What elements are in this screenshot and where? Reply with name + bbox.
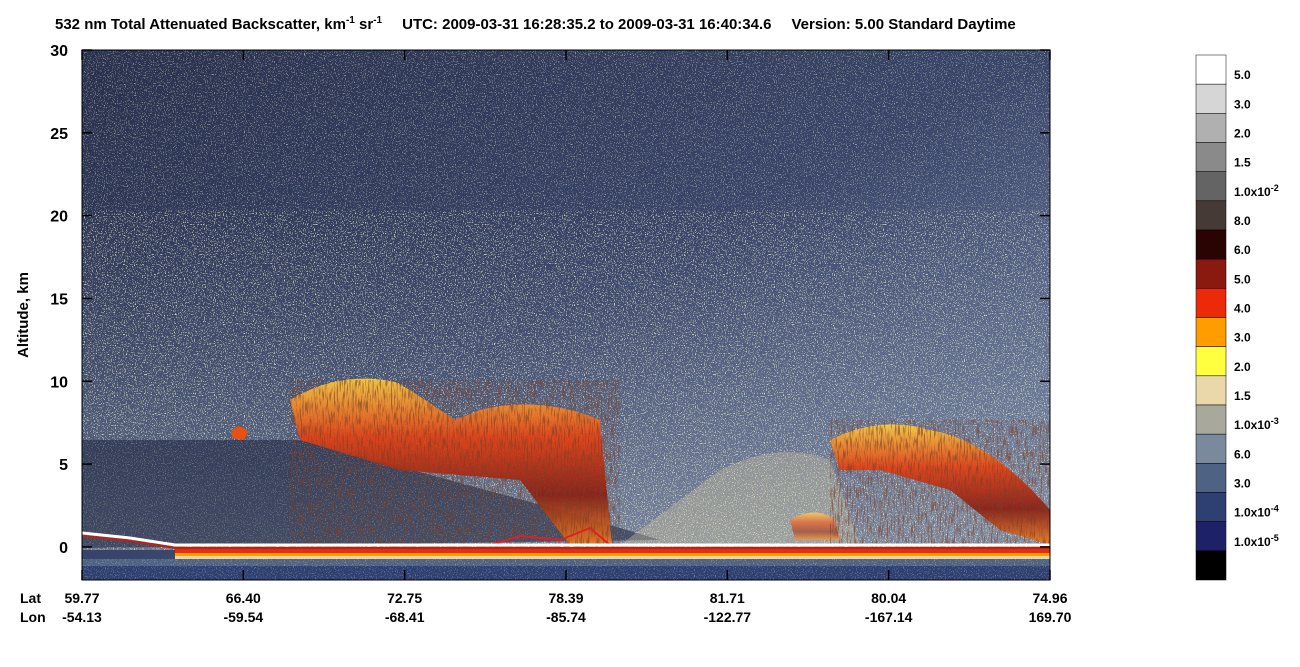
lon-label: -59.54 — [223, 609, 263, 625]
colorbar-swatch — [1195, 171, 1227, 202]
colorbar-label-exponent: -5 — [1271, 533, 1279, 543]
colorbar-label: 1.5 — [1234, 389, 1251, 403]
lat-label: 74.96 — [1032, 590, 1067, 606]
y-axis-label: Altitude, km — [15, 272, 32, 358]
colorbar-swatch — [1195, 83, 1227, 114]
y-tick-label: 5 — [59, 457, 68, 474]
colorbar-swatch — [1195, 200, 1227, 231]
y-tick-label: 25 — [50, 126, 68, 143]
lon-row-label: Lon — [20, 609, 46, 625]
colorbar-swatch — [1195, 113, 1227, 143]
colorbar-swatch — [1195, 317, 1227, 347]
colorbar-label: 4.0 — [1234, 302, 1251, 316]
colorbar-label: 5.0 — [1234, 68, 1251, 82]
colorbar-swatch — [1195, 142, 1227, 172]
lon-label: -68.41 — [385, 609, 425, 625]
colorbar-label: 1.0x10-2 — [1234, 183, 1279, 199]
colorbar-label: 1.0x10-4 — [1234, 504, 1279, 520]
colorbar-label: 3.0 — [1234, 331, 1251, 345]
colorbar-swatch — [1195, 404, 1227, 435]
backscatter-image — [82, 50, 1050, 580]
colorbar-swatch — [1195, 521, 1227, 552]
colorbar-swatch — [1195, 433, 1227, 464]
colorbar-label-exponent: -2 — [1271, 183, 1279, 193]
colorbar-swatch — [1195, 258, 1227, 289]
colorbar-label: 1.0x10-5 — [1234, 533, 1279, 549]
lat-label: 59.77 — [64, 590, 99, 606]
colorbar-swatch — [1195, 346, 1227, 377]
colorbar-label: 5.0 — [1234, 272, 1251, 286]
colorbar-swatch — [1195, 463, 1227, 493]
y-tick-label: 30 — [50, 43, 68, 60]
y-tick-label: 10 — [50, 374, 68, 391]
colorbar-label: 2.0 — [1234, 127, 1251, 141]
lon-label: -85.74 — [546, 609, 586, 625]
colorbar-label: 6.0 — [1234, 243, 1251, 257]
lat-label: 81.71 — [710, 590, 745, 606]
colorbar-swatch — [1195, 288, 1227, 318]
lat-row-label: Lat — [20, 590, 41, 606]
lat-label: 72.75 — [387, 590, 422, 606]
colorbar-swatch — [1195, 54, 1227, 85]
y-tick-label: 15 — [50, 291, 68, 308]
colorbar-label-mantissa: 1.0x10 — [1234, 535, 1271, 549]
colorbar-label-mantissa: 1.0x10 — [1234, 506, 1271, 520]
lon-label: -122.77 — [704, 609, 752, 625]
colorbar-label: 1.5 — [1234, 156, 1251, 170]
colorbar-swatch — [1195, 375, 1227, 406]
colorbar-label: 3.0 — [1234, 477, 1251, 491]
colorbar-label: 8.0 — [1234, 214, 1251, 228]
lat-label: 78.39 — [548, 590, 583, 606]
chart-title: 532 nm Total Attenuated Backscatter, km-… — [55, 15, 1016, 33]
colorbar-swatch — [1195, 492, 1227, 522]
colorbar-label: 2.0 — [1234, 360, 1251, 374]
colorbar-swatch — [1195, 229, 1227, 260]
colorbar-label-exponent: -3 — [1271, 416, 1279, 426]
lon-label: -54.13 — [62, 609, 102, 625]
colorbar-label-exponent: -4 — [1271, 504, 1279, 514]
colorbar-label-mantissa: 1.0x10 — [1234, 185, 1271, 199]
lat-label: 66.40 — [226, 590, 261, 606]
colorbar-label: 6.0 — [1234, 447, 1251, 461]
y-tick-label: 20 — [50, 209, 68, 226]
lat-label: 80.04 — [871, 590, 906, 606]
colorbar-label-mantissa: 1.0x10 — [1234, 418, 1271, 432]
colorbar-label: 1.0x10-3 — [1234, 416, 1279, 432]
lon-label: -167.14 — [865, 609, 913, 625]
colorbar-label: 3.0 — [1234, 97, 1251, 111]
lon-label: 169.70 — [1029, 609, 1072, 625]
y-tick-label: 0 — [59, 540, 68, 557]
colorbar-swatch — [1195, 550, 1227, 581]
